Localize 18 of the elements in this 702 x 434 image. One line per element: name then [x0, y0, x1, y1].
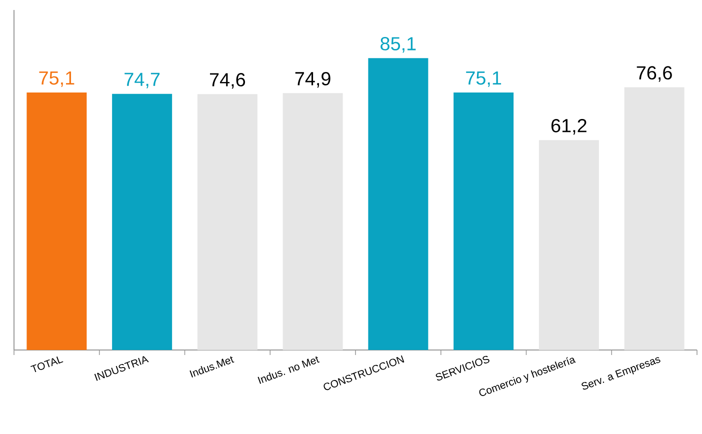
data-label: 75,1 — [466, 71, 502, 87]
data-label: 74,9 — [295, 72, 330, 88]
bar — [197, 94, 258, 350]
data-label: 61,2 — [551, 118, 586, 135]
bar — [282, 93, 343, 350]
bar — [624, 87, 684, 350]
data-label: 74,6 — [210, 73, 246, 89]
bar — [454, 92, 514, 350]
bar — [112, 94, 172, 350]
data-label: 75,1 — [39, 71, 74, 87]
data-label: 85,1 — [380, 36, 416, 53]
bar — [538, 140, 599, 350]
data-label: 76,6 — [636, 66, 672, 82]
bar — [26, 92, 87, 350]
x-tick-label: Indus. no Met — [258, 356, 320, 384]
x-tick-label: TOTAL — [30, 356, 64, 372]
data-label: 74,7 — [124, 72, 160, 88]
bar — [368, 58, 428, 350]
